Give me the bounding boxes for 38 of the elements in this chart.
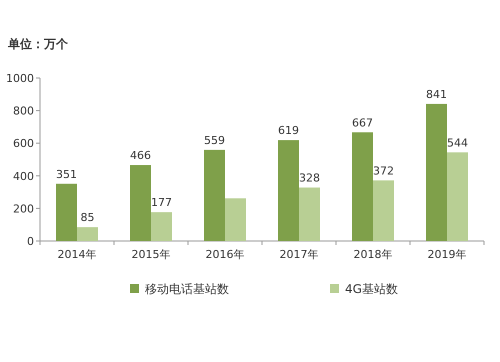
y-axis-title: 单位：万个 — [7, 37, 69, 51]
bar — [352, 132, 373, 241]
data-label: 372 — [373, 164, 394, 178]
bar — [204, 150, 225, 241]
bar — [77, 227, 98, 241]
bar — [447, 152, 468, 241]
data-label: 559 — [204, 134, 225, 147]
bar — [426, 104, 447, 241]
y-tick-label: 400 — [13, 170, 34, 183]
data-label: 667 — [352, 116, 373, 130]
data-label: 85 — [80, 211, 94, 224]
data-label: 328 — [299, 172, 320, 185]
bar — [373, 180, 394, 241]
y-tick-label: 1000 — [6, 72, 34, 85]
y-tick-label: 600 — [13, 137, 34, 150]
bar — [278, 140, 299, 241]
x-tick-label: 2015年 — [132, 248, 170, 261]
bar — [56, 184, 77, 241]
bar — [151, 212, 172, 241]
bar — [225, 198, 246, 241]
data-label: 841 — [426, 88, 447, 101]
data-label: 177 — [151, 196, 172, 210]
bar — [130, 165, 151, 241]
x-tick-label: 2016年 — [206, 248, 244, 261]
legend-label: 移动电话基站数 — [145, 282, 229, 296]
x-tick-label: 2014年 — [58, 248, 96, 261]
x-tick-label: 2019年 — [428, 248, 466, 261]
x-tick-label: 2017年 — [280, 248, 318, 261]
bar — [299, 188, 320, 241]
data-label: 466 — [130, 149, 151, 162]
data-label: 351 — [56, 168, 77, 181]
y-tick-label: 800 — [13, 104, 34, 118]
legend-label: 4G基站数 — [345, 282, 398, 296]
y-tick-label: 0 — [27, 235, 34, 248]
y-tick-label: 200 — [13, 202, 34, 216]
x-tick-label: 2018年 — [354, 248, 392, 261]
data-label: 619 — [278, 124, 299, 138]
data-label: 544 — [447, 136, 468, 150]
